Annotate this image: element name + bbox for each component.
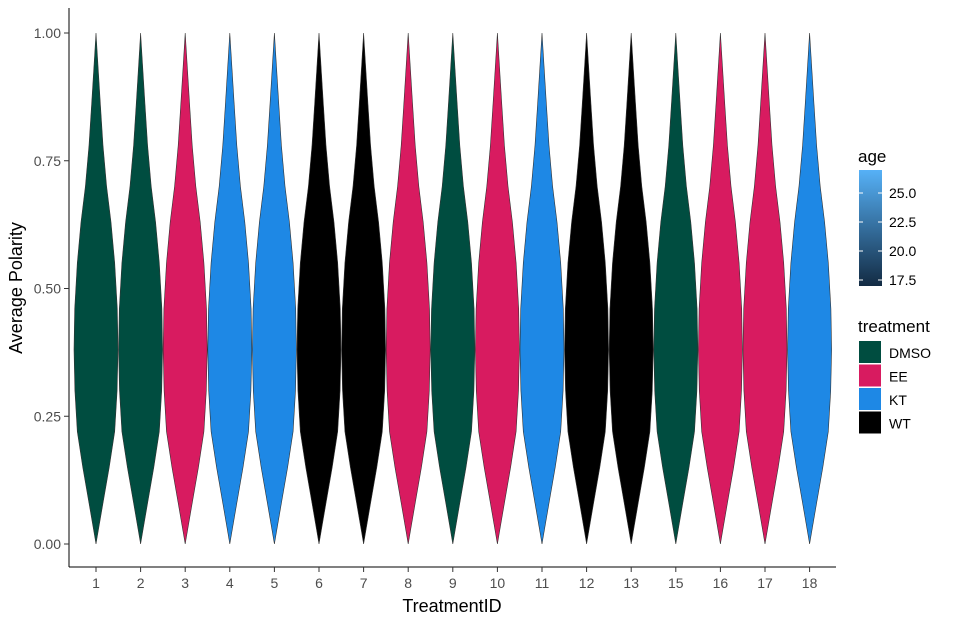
x-tick-label: 2 bbox=[137, 575, 145, 591]
violin-9 bbox=[430, 32, 476, 545]
violin-11 bbox=[519, 32, 565, 545]
y-tick-label: 0.75 bbox=[34, 153, 61, 169]
x-tick-label: 3 bbox=[181, 575, 189, 591]
y-ticks-group: 0.00 0.25 0.50 0.75 1.00 bbox=[34, 25, 69, 552]
age-colorbar bbox=[859, 170, 882, 286]
x-tick-label: 7 bbox=[360, 575, 368, 591]
violin-17 bbox=[742, 32, 788, 545]
violin-13 bbox=[608, 32, 654, 545]
age-tick-label: 22.5 bbox=[889, 214, 916, 230]
x-tick-label: 8 bbox=[404, 575, 412, 591]
x-tick-label: 10 bbox=[490, 575, 506, 591]
y-tick-label: 0.50 bbox=[34, 281, 61, 297]
y-tick-label: 0.25 bbox=[34, 408, 61, 424]
x-tick-label: 17 bbox=[757, 575, 773, 591]
legend-label-ee: EE bbox=[889, 369, 908, 385]
legend-swatch-dmso bbox=[859, 341, 881, 363]
x-tick-label: 12 bbox=[579, 575, 595, 591]
y-axis-title: Average Polarity bbox=[6, 222, 26, 354]
violin-18 bbox=[787, 32, 832, 545]
violin-4 bbox=[207, 32, 253, 545]
x-tick-label: 6 bbox=[315, 575, 323, 591]
violin-15 bbox=[653, 32, 699, 545]
legend-label-kt: KT bbox=[889, 392, 907, 408]
violins-group bbox=[73, 32, 832, 545]
treatment-legend: treatment DMSO EE KT WT bbox=[858, 317, 931, 434]
violin-16 bbox=[698, 32, 743, 545]
x-tick-label: 11 bbox=[535, 575, 550, 591]
violin-10 bbox=[475, 32, 520, 545]
x-tick-label: 9 bbox=[449, 575, 457, 591]
age-colorbar-ticks: 25.0 22.5 20.0 17.5 bbox=[859, 185, 916, 288]
x-tick-label: 13 bbox=[623, 575, 639, 591]
age-legend: age 25.0 22.5 20.0 17.5 bbox=[858, 147, 916, 288]
x-ticks-group: 1 2 3 4 5 6 7 8 9 10 11 12 13 15 16 17 18 bbox=[92, 567, 818, 591]
violin-1 bbox=[73, 32, 119, 545]
violin-2 bbox=[118, 32, 163, 545]
x-tick-label: 5 bbox=[271, 575, 279, 591]
treatment-legend-entries: DMSO EE KT WT bbox=[859, 341, 931, 434]
age-tick-label: 17.5 bbox=[889, 272, 916, 288]
legend-label-dmso: DMSO bbox=[889, 345, 931, 361]
x-tick-label: 4 bbox=[226, 575, 234, 591]
age-tick-label: 20.0 bbox=[889, 243, 916, 259]
y-tick-label: 1.00 bbox=[34, 25, 61, 41]
treatment-legend-title: treatment bbox=[858, 317, 930, 336]
violin-5 bbox=[252, 32, 297, 545]
violin-12 bbox=[564, 32, 609, 545]
legend-swatch-wt bbox=[859, 411, 881, 434]
x-tick-label: 1 bbox=[92, 575, 100, 591]
legend-swatch-kt bbox=[859, 388, 881, 410]
x-tick-label: 18 bbox=[802, 575, 818, 591]
x-axis-title: TreatmentID bbox=[402, 596, 501, 616]
age-tick-label: 25.0 bbox=[889, 185, 916, 201]
legend-swatch-ee bbox=[859, 364, 881, 387]
violin-3 bbox=[162, 32, 208, 545]
violin-7 bbox=[341, 32, 386, 545]
x-tick-label: 16 bbox=[713, 575, 729, 591]
violin-8 bbox=[385, 32, 431, 545]
x-tick-label: 15 bbox=[668, 575, 684, 591]
violin-6 bbox=[296, 32, 342, 545]
y-tick-label: 0.00 bbox=[34, 536, 61, 552]
legend-label-wt: WT bbox=[889, 416, 911, 432]
age-legend-title: age bbox=[858, 147, 886, 166]
